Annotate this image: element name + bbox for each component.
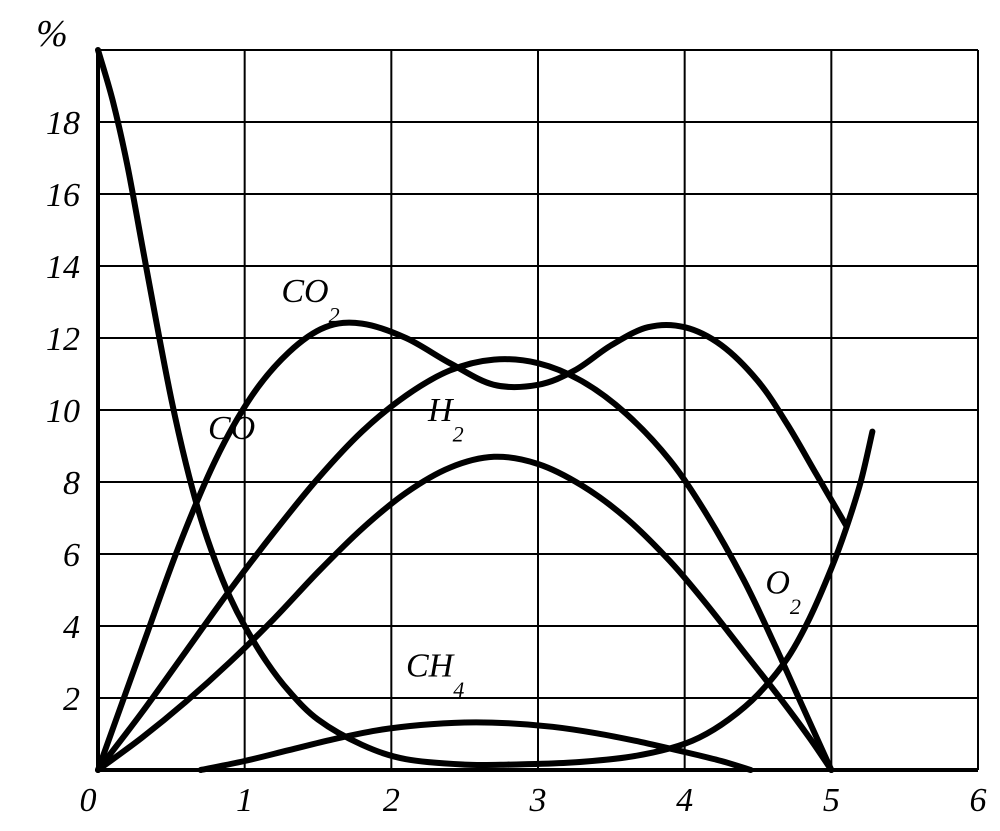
y-tick-label: 18 bbox=[46, 105, 80, 142]
series-label-CO: CO bbox=[208, 410, 255, 447]
x-tick-label: 0 bbox=[80, 782, 97, 819]
x-tick-labels: 0 1 2 3 4 5 6 bbox=[80, 782, 987, 819]
series-label-H2: H2 bbox=[427, 392, 464, 446]
x-tick-label: 6 bbox=[970, 782, 987, 819]
y-tick-label: 12 bbox=[46, 321, 80, 358]
y-tick-label: 4 bbox=[63, 609, 80, 646]
y-tick-label: 6 bbox=[63, 537, 80, 574]
y-tick-label: 16 bbox=[46, 177, 80, 214]
y-unit-label: % bbox=[36, 13, 68, 55]
series-label-O2_right: O2 bbox=[765, 565, 801, 619]
x-tick-label: 2 bbox=[383, 782, 400, 819]
gas-composition-chart: 012345624681012141618%O2CO2COH2CH4 bbox=[0, 0, 1000, 831]
y-tick-label: 10 bbox=[46, 393, 80, 430]
series-label-CH4: CH4 bbox=[406, 647, 464, 701]
y-tick-label: 2 bbox=[63, 681, 80, 718]
y-tick-labels: 2 4 6 8 10 12 14 16 18 bbox=[46, 105, 80, 718]
x-tick-label: 4 bbox=[676, 782, 693, 819]
x-tick-label: 3 bbox=[529, 782, 547, 819]
y-tick-label: 14 bbox=[46, 249, 80, 286]
x-tick-label: 5 bbox=[823, 782, 840, 819]
x-tick-label: 1 bbox=[236, 782, 253, 819]
series-label-CO2: CO2 bbox=[281, 273, 339, 327]
y-tick-label: 8 bbox=[63, 465, 80, 502]
